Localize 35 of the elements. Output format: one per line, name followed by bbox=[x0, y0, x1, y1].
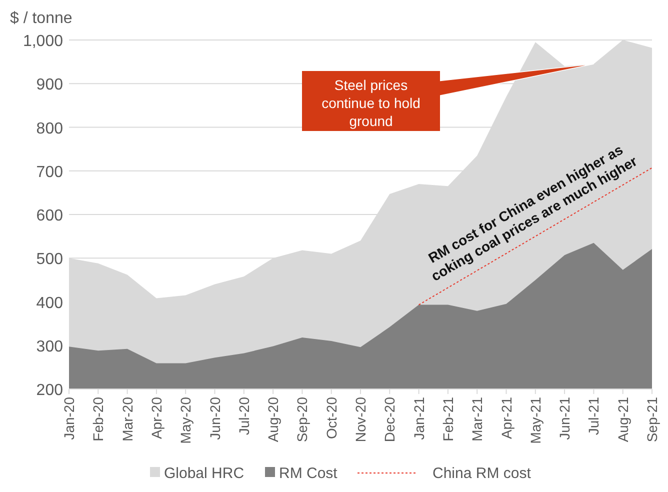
y-tick-label: 700 bbox=[36, 164, 64, 181]
x-tick-label: Jun-20 bbox=[206, 396, 223, 440]
y-tick-label: 800 bbox=[36, 120, 64, 138]
y-tick-label: 1,000 bbox=[22, 33, 64, 50]
x-tick-label: Apr-20 bbox=[148, 396, 164, 440]
x-tick-label: Mar-20 bbox=[119, 396, 136, 442]
x-tick-label: Apr-21 bbox=[498, 396, 514, 440]
x-tick-label: Jul-21 bbox=[586, 396, 602, 436]
y-tick-label: 600 bbox=[36, 208, 64, 224]
annotation: Steel prices continue to hold ground bbox=[322, 77, 420, 129]
y-tick-label: 500 bbox=[36, 251, 64, 268]
y-tick-label: 900 bbox=[36, 76, 64, 94]
x-tick-label: Jan-21 bbox=[410, 396, 427, 440]
legend-label: Global HRC bbox=[164, 465, 244, 482]
x-tick-label: Jun-21 bbox=[556, 396, 573, 440]
legend-label: China RM cost bbox=[432, 465, 532, 482]
x-tick-label: Jul-20 bbox=[236, 396, 252, 436]
x-tick-label: Sep-21 bbox=[644, 396, 660, 442]
y-tick-label: 400 bbox=[36, 294, 64, 312]
y-tick-label: 200 bbox=[36, 382, 64, 399]
x-tick-label: Feb-20 bbox=[90, 396, 106, 442]
x-tick-label: Oct-20 bbox=[323, 396, 340, 440]
x-tick-label: Nov-20 bbox=[352, 396, 368, 442]
x-tick-label: Feb-21 bbox=[440, 396, 456, 442]
x-tick-label: May-21 bbox=[527, 396, 544, 444]
y-tick-label: 300 bbox=[36, 338, 64, 356]
x-tick-label: Sep-20 bbox=[294, 396, 310, 442]
x-tick-label: Jan-20 bbox=[61, 396, 77, 440]
legend-label: RM Cost bbox=[279, 465, 338, 482]
x-tick-label: Aug-20 bbox=[265, 396, 282, 442]
x-tick-label: May-20 bbox=[178, 396, 194, 444]
x-tick-label: Dec-20 bbox=[382, 396, 398, 442]
x-tick-label: Aug-21 bbox=[614, 396, 631, 442]
y-axis-title: $ / tonne bbox=[10, 10, 72, 27]
x-tick-label: Mar-21 bbox=[469, 396, 486, 442]
